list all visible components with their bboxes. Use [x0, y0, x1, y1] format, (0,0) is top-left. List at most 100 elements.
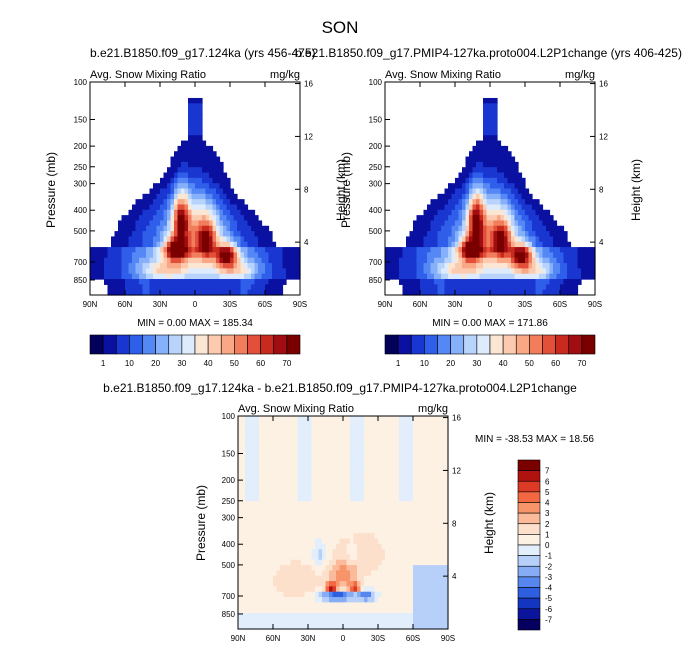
panel-2-cell-699 — [388, 257, 393, 264]
panel-2-cell-1037 — [567, 284, 572, 291]
panel-3-cell-1724 — [392, 565, 397, 572]
panel-3-cell-1901 — [381, 581, 386, 587]
panel-3-cell-2131 — [346, 602, 351, 609]
panel-3-cell-1456 — [294, 543, 299, 550]
panel-2-cell-1030 — [542, 284, 547, 291]
panel-2-cell-202 — [479, 193, 484, 200]
panel-1-cell-64 — [181, 156, 186, 163]
panel-3-cell-2024 — [392, 591, 397, 598]
panel-2-cell-53 — [483, 151, 488, 158]
panel-3-ytick-label-0: 100 — [222, 412, 236, 421]
panel-2-cell-908 — [490, 273, 495, 280]
panel-3-cell-778 — [441, 479, 446, 486]
panel-2-cell-592 — [434, 247, 439, 253]
panel-3-cbar-label-8: -1 — [545, 552, 553, 561]
panel-2-cell-727 — [486, 257, 491, 264]
panel-3-cell-1298 — [371, 527, 376, 534]
panel-2-cell-19 — [493, 119, 498, 126]
panel-3-cell-1642 — [315, 559, 320, 566]
panel-3-cell-2014 — [357, 591, 362, 598]
panel-2-cell-979 — [542, 279, 547, 285]
panel-3-cell-607 — [262, 469, 267, 476]
panel-2-cbar-label-6: 60 — [551, 359, 560, 368]
panel-3-cell-234 — [427, 431, 432, 438]
panel-3-cell-833 — [423, 485, 428, 492]
panel-3-cell-1179 — [374, 517, 379, 524]
panel-3-cell-679 — [304, 474, 309, 481]
panel-1-cell-968 — [209, 279, 214, 285]
panel-3-cell-2195 — [360, 607, 365, 614]
panel-3-cell-592 — [420, 463, 425, 470]
panel-3-cell-300 — [238, 442, 243, 449]
panel-3-cell-1287 — [332, 527, 337, 534]
panel-3-cell-1955 — [360, 586, 365, 593]
panel-2-cell-247 — [535, 199, 540, 206]
panel-2-cell-438 — [556, 225, 561, 232]
panel-1-cell-625 — [254, 247, 259, 253]
panel-3-cell-1138 — [441, 511, 446, 518]
panel-3-cell-468 — [406, 453, 411, 460]
panel-3-cell-461 — [381, 453, 386, 460]
panel-3-cell-1052 — [350, 506, 355, 513]
panel-3-cell-72 — [280, 421, 285, 428]
panel-2-cell-102 — [504, 167, 509, 174]
panel-2-cell-51 — [476, 151, 481, 158]
panel-2-cell-425 — [511, 225, 516, 232]
panel-3-cell-822 — [385, 485, 390, 492]
panel-1-cell-967 — [205, 279, 210, 285]
panel-3-cell-791 — [276, 485, 281, 492]
panel-2-cell-226 — [462, 199, 467, 206]
panel-1-cell-599 — [163, 247, 168, 253]
panel-3-ytick-label-8: 850 — [222, 610, 236, 619]
panel-3-cell-701 — [381, 474, 386, 481]
panel-1-cell-194 — [156, 193, 161, 200]
panel-1-cbar-label-2: 20 — [151, 359, 160, 368]
panel-3-cell-861 — [311, 490, 316, 497]
panel-1-cell-19 — [198, 119, 203, 126]
panel-1-cell-705 — [114, 257, 119, 264]
panel-3-cell-2067 — [332, 597, 337, 603]
panel-2-cell-2 — [490, 97, 495, 104]
panel-3-cell-1933 — [283, 586, 288, 593]
panel-2-cell-339 — [493, 215, 498, 222]
panel-2-cell-367 — [451, 220, 456, 227]
panel-3-cell-935 — [360, 495, 365, 502]
panel-3-cell-1728 — [406, 565, 411, 572]
panel-1-cell-423 — [209, 225, 214, 232]
panel-3-cell-224 — [392, 431, 397, 438]
panel-1-cell-881 — [100, 273, 105, 280]
panel-1-cell-751 — [275, 257, 280, 264]
panel-3-cell-2034 — [427, 591, 432, 598]
panel-1-cell-280 — [244, 204, 249, 211]
panel-2-cell-814 — [581, 263, 586, 269]
panel-2-cell-503 — [469, 236, 474, 243]
panel-3-cell-206 — [329, 431, 334, 438]
panel-1-cell-274 — [223, 204, 228, 211]
panel-2-cell-385 — [514, 220, 519, 227]
panel-1-cell-548 — [170, 241, 175, 248]
panel-2-cbar-box-8 — [489, 334, 504, 355]
panel-3-cell-2281 — [241, 618, 246, 625]
panel-1-cell-228 — [174, 199, 179, 206]
panel-2: b.e21.B1850.f09_g17.PMIP4-127ka.proto004… — [295, 46, 682, 368]
panel-1-cell-185 — [216, 188, 221, 195]
panel-2-cell-364 — [441, 220, 446, 227]
panel-2-cell-860 — [532, 268, 537, 275]
panel-3-cell-1997 — [297, 591, 302, 598]
panel-1-cell-316 — [251, 209, 256, 216]
panel-3-cell-1892 — [350, 581, 355, 587]
panel-2-cell-167 — [448, 188, 453, 195]
panel-3-cell-1868 — [266, 581, 271, 587]
panel-3-cell-1998 — [301, 591, 306, 598]
panel-3-cell-596 — [434, 463, 439, 470]
panel-3-cell-1633 — [283, 559, 288, 566]
panel-3-cell-455 — [360, 453, 365, 460]
panel-1-cell-502 — [170, 236, 175, 243]
panel-2-cell-523 — [539, 236, 544, 243]
panel-1-cell-591 — [135, 247, 140, 253]
panel-3-cell-1308 — [406, 527, 411, 534]
panel-3-cell-578 — [371, 463, 376, 470]
panel-3-cell-1291 — [346, 527, 351, 534]
panel-3-cell-1072 — [420, 506, 425, 513]
panel-3-cell-693 — [353, 474, 358, 481]
